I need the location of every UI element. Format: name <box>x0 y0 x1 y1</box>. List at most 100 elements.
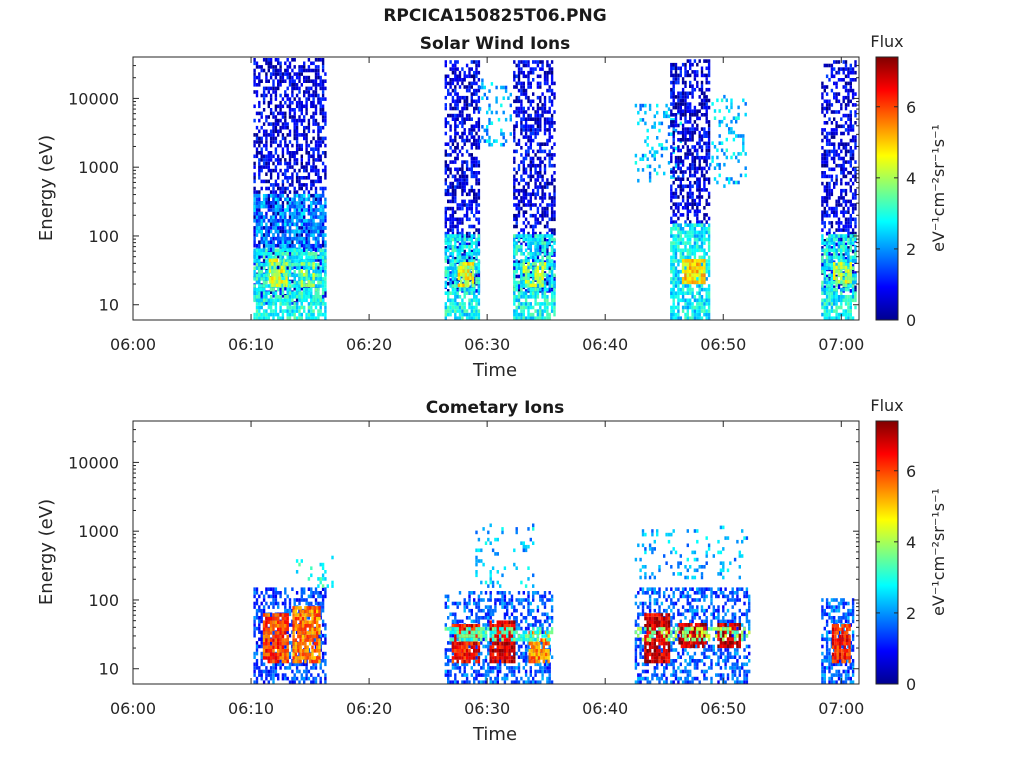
heatmap-cell <box>696 316 699 320</box>
heatmap-cell <box>293 229 296 234</box>
heatmap-cell <box>298 252 301 256</box>
heatmap-cell <box>517 138 521 143</box>
heatmap-cell <box>693 213 697 217</box>
heatmap-cell <box>307 122 311 126</box>
heatmap-cell <box>273 276 276 281</box>
heatmap-cell <box>262 86 266 91</box>
heatmap-cell <box>267 273 270 278</box>
heatmap-cell <box>543 124 547 129</box>
heatmap-cell <box>314 201 318 205</box>
heatmap-cell <box>280 269 283 273</box>
heatmap-cell <box>456 117 459 121</box>
heatmap-cell <box>262 194 266 198</box>
heatmap-cell <box>444 213 447 218</box>
heatmap-cell <box>500 142 503 147</box>
heatmap-cell <box>255 309 259 313</box>
heatmap-cell <box>522 135 525 139</box>
heatmap-cell <box>522 262 525 266</box>
heatmap-cell <box>527 309 530 313</box>
heatmap-cell <box>269 154 273 159</box>
heatmap-cell <box>700 138 704 142</box>
heatmap-cell <box>269 290 273 294</box>
heatmap-cell <box>262 302 266 306</box>
heatmap-cell <box>534 153 537 157</box>
heatmap-cell <box>307 143 311 148</box>
heatmap-cell <box>553 128 556 132</box>
heatmap-cell <box>550 228 554 232</box>
heatmap-cell <box>477 121 481 125</box>
heatmap-cell <box>513 196 516 200</box>
heatmap-cell <box>451 185 455 189</box>
heatmap-cell <box>543 280 547 285</box>
heatmap-cell <box>515 74 518 79</box>
heatmap-cell <box>529 81 532 86</box>
heatmap-cell <box>451 67 455 71</box>
heatmap-cell <box>312 316 315 320</box>
heatmap-cell <box>456 203 459 207</box>
heatmap-cell <box>536 252 540 256</box>
heatmap-cell <box>272 122 275 126</box>
heatmap-cell <box>515 316 518 320</box>
heatmap-cell <box>707 87 711 92</box>
heatmap-cell <box>258 280 261 285</box>
heatmap-cell <box>312 262 315 266</box>
heatmap-cell <box>458 259 462 263</box>
heatmap-cell <box>258 291 261 295</box>
heatmap-cell <box>705 155 708 160</box>
heatmap-cell <box>286 151 289 155</box>
heatmap-cell <box>541 103 544 107</box>
heatmap-cell <box>454 63 457 68</box>
heatmap-cell <box>539 249 542 254</box>
heatmap-cell <box>324 287 327 292</box>
heatmap-cell <box>267 208 270 212</box>
heatmap-cell <box>705 66 708 71</box>
heatmap-cell <box>548 153 551 157</box>
heatmap-cell <box>529 244 532 249</box>
heatmap-cell <box>300 65 303 69</box>
heatmap-cell <box>462 265 465 270</box>
heatmap-cell <box>707 177 711 181</box>
heatmap-cell <box>312 312 315 317</box>
heatmap-cell <box>527 231 530 236</box>
heatmap-cell <box>539 160 542 164</box>
heatmap-cell <box>458 231 462 236</box>
heatmap-cell <box>461 67 464 71</box>
heatmap-cell <box>550 210 554 214</box>
heatmap-cell <box>534 171 537 175</box>
heatmap-cell <box>543 185 547 189</box>
heatmap-cell <box>517 305 521 310</box>
heatmap-cell <box>707 305 711 310</box>
heatmap-cell <box>541 92 544 96</box>
heatmap-cell <box>265 244 268 248</box>
heatmap-cell <box>451 277 455 281</box>
heatmap-cell <box>321 208 325 212</box>
heatmap-cell <box>463 121 466 125</box>
heatmap-cell <box>281 111 285 116</box>
heatmap-cell <box>679 259 682 263</box>
heatmap-cell <box>522 171 525 175</box>
heatmap-cell <box>277 201 280 205</box>
heatmap-cell <box>284 72 287 76</box>
heatmap-cell <box>691 202 694 206</box>
heatmap-cell <box>468 128 471 132</box>
heatmap-cell <box>674 206 678 210</box>
heatmap-cell <box>548 131 551 136</box>
heatmap-cell <box>524 192 528 197</box>
heatmap-cell <box>305 248 308 253</box>
heatmap-cell <box>312 104 315 109</box>
heatmap-cell <box>279 309 282 313</box>
heatmap-cell <box>679 113 682 117</box>
heatmap-cell <box>711 141 714 145</box>
heatmap-cell <box>691 259 694 263</box>
heatmap-cell <box>458 295 462 299</box>
heatmap-cell <box>272 215 275 220</box>
heatmap-cell <box>463 241 466 245</box>
heatmap-cell <box>475 203 478 207</box>
heatmap-cell <box>324 269 327 274</box>
heatmap-cell <box>307 129 311 134</box>
heatmap-cell <box>269 65 273 69</box>
heatmap-cell <box>284 233 287 237</box>
heatmap-cell <box>465 309 469 313</box>
heatmap-cell <box>274 309 278 313</box>
heatmap-cell <box>681 170 685 174</box>
